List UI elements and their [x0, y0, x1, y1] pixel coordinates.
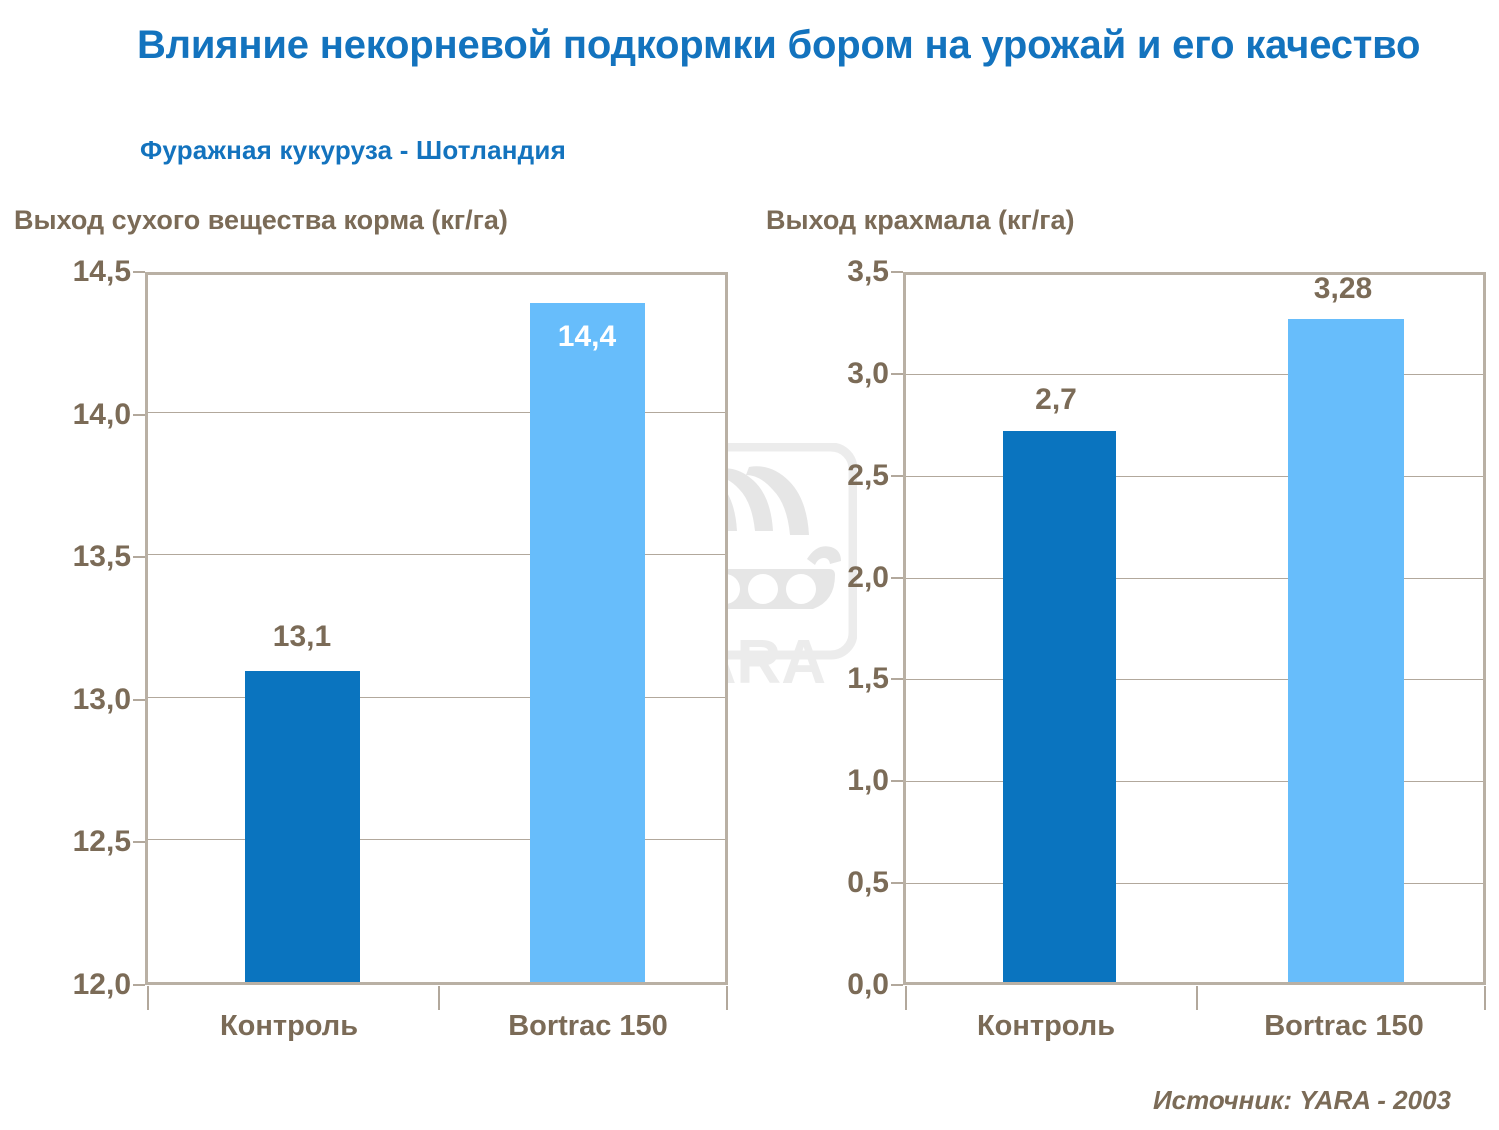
y-tickmark [891, 780, 903, 783]
gridline [906, 883, 1483, 885]
bar-value-label-control: 13,1 [272, 620, 332, 653]
chart-left-plot-area [145, 272, 728, 985]
category-label-bortrac: Bortrac 150 [1264, 1010, 1424, 1042]
y-tickmark [133, 556, 145, 559]
bar-value-label-bortrac: 3,28 [1313, 272, 1373, 305]
gridline [906, 577, 1483, 579]
gridline [148, 696, 725, 698]
page-title: Влияние некорневой подкормки бором на ур… [137, 23, 1421, 67]
y-tickmark [891, 372, 903, 375]
y-tickmark [133, 413, 145, 416]
chart-right-y-axis: 3,5 3,0 2,5 2,0 1,5 1,0 0,5 0,0 [752, 0, 889, 1130]
gridline [148, 839, 725, 841]
bar-value-label-control: 2,7 [1035, 383, 1077, 416]
y-tick-label: 12,0 [72, 968, 131, 1001]
y-tickmark [891, 678, 903, 681]
gridline [906, 781, 1483, 783]
y-tickmark [133, 984, 145, 986]
chart-left-title: Выход сухого вещества корма (кг/га) [14, 205, 508, 235]
bar-bortrac[interactable] [530, 303, 645, 982]
gridline [906, 475, 1483, 477]
bar-bortrac[interactable] [1288, 319, 1404, 982]
y-tick-label: 13,5 [72, 540, 131, 574]
chart-right-title: Выход крахмала (кг/га) [766, 205, 1075, 235]
x-tickmark [726, 986, 728, 1010]
y-tick-label: 13,0 [72, 682, 131, 716]
y-tickmark [891, 882, 903, 885]
chart-dry-matter-yield: Выход сухого вещества корма (кг/га) 14,5… [0, 0, 728, 1130]
x-tickmark [905, 986, 907, 1010]
page-subtitle: Фуражная кукуруза - Шотландия [140, 135, 566, 165]
gridline [906, 373, 1483, 375]
category-label-bortrac: Bortrac 150 [508, 1010, 668, 1042]
y-tick-label: 0,5 [847, 866, 889, 900]
y-tick-label: 14,5 [72, 255, 131, 288]
source-note: Источник: YARA - 2003 [1152, 1085, 1451, 1115]
gridline [148, 411, 725, 413]
y-tick-label: 14,0 [72, 397, 131, 431]
x-tickmark [147, 986, 149, 1010]
category-label-control: Контроль [219, 1010, 359, 1042]
category-label-control: Контроль [976, 1010, 1116, 1042]
gridline [148, 554, 725, 556]
y-tick-label: 1,0 [847, 764, 889, 798]
chart-left-y-axis: 14,5 14,0 13,5 13,0 12,5 12,0 [0, 0, 131, 1130]
x-tickmark [1484, 986, 1486, 1010]
y-tickmark [891, 984, 903, 986]
y-tickmark [133, 841, 145, 844]
y-tickmark [891, 271, 903, 273]
bar-control[interactable] [245, 671, 360, 982]
bar-value-label-bortrac: 14,4 [557, 320, 617, 353]
x-tickmark [438, 986, 440, 1010]
y-tickmark [891, 474, 903, 477]
chart-starch-yield: Выход крахмала (кг/га) 3,5 3,0 2,5 2,0 1… [752, 0, 1499, 1130]
y-tickmark [133, 698, 145, 701]
gridline [906, 679, 1483, 681]
chart-right-plot-area [903, 272, 1486, 985]
y-tick-label: 0,0 [847, 968, 889, 1001]
y-tick-label: 3,0 [847, 356, 889, 390]
y-tick-label: 3,5 [847, 255, 889, 288]
y-tickmark [133, 271, 145, 273]
y-tick-label: 12,5 [72, 825, 131, 859]
y-tick-label: 2,5 [847, 458, 889, 492]
bar-control[interactable] [1003, 430, 1116, 982]
y-tickmark [891, 576, 903, 579]
y-tick-label: 2,0 [847, 560, 889, 594]
x-tickmark [1196, 986, 1198, 1010]
y-tick-label: 1,5 [847, 662, 889, 696]
